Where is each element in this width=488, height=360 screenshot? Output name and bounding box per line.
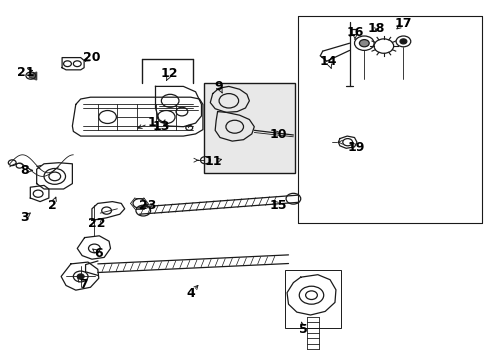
Text: 15: 15 [269, 199, 287, 212]
Text: 5: 5 [298, 323, 307, 336]
Text: 11: 11 [204, 155, 222, 168]
Text: 7: 7 [79, 278, 87, 291]
Text: 14: 14 [319, 55, 337, 68]
Text: 13: 13 [152, 120, 170, 132]
Text: 8: 8 [20, 164, 29, 177]
Circle shape [77, 274, 84, 279]
Text: 16: 16 [346, 26, 363, 39]
Text: 19: 19 [346, 141, 364, 154]
Circle shape [399, 39, 406, 44]
Text: 1: 1 [147, 116, 156, 129]
Text: 18: 18 [367, 22, 385, 35]
Text: 23: 23 [139, 199, 157, 212]
Text: 22: 22 [87, 217, 105, 230]
Text: 10: 10 [269, 129, 287, 141]
Circle shape [359, 40, 368, 47]
Text: 20: 20 [82, 51, 100, 64]
Text: 21: 21 [17, 66, 34, 78]
Polygon shape [29, 72, 37, 80]
Text: 3: 3 [20, 211, 29, 224]
Text: 2: 2 [48, 199, 57, 212]
Text: 9: 9 [214, 80, 223, 93]
Text: 6: 6 [94, 247, 103, 260]
Text: 17: 17 [394, 17, 411, 30]
Text: 4: 4 [186, 287, 195, 300]
Text: 12: 12 [161, 67, 178, 80]
FancyBboxPatch shape [204, 83, 294, 173]
